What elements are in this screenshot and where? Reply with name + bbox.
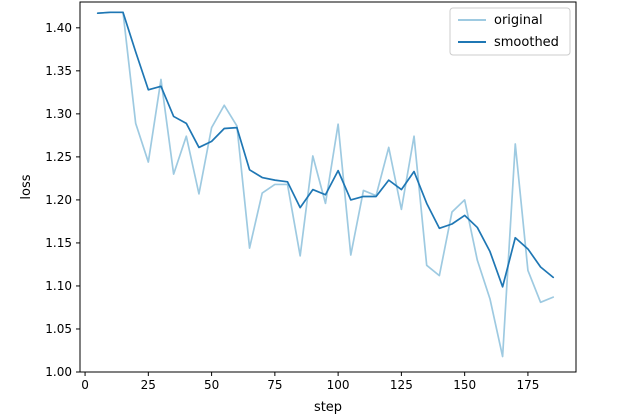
x-tick-label: 25 [141, 378, 156, 392]
x-axis-label: step [314, 400, 342, 415]
y-tick-label: 1.40 [45, 21, 72, 35]
x-tick-label: 0 [81, 378, 89, 392]
y-tick-label: 1.25 [45, 150, 72, 164]
y-tick-label: 1.00 [45, 365, 72, 379]
y-axis: 1.00 1.05 1.10 1.15 1.20 1.25 1.30 1.35 1.40 [45, 21, 80, 379]
legend-label-smoothed: smoothed [494, 35, 559, 50]
x-tick-label: 125 [390, 378, 413, 392]
y-tick-label: 1.20 [45, 193, 72, 207]
x-tick-label: 75 [267, 378, 282, 392]
series-layer [96, 11, 555, 358]
y-tick-label: 1.15 [45, 236, 72, 250]
series-line-smoothed [96, 11, 555, 288]
y-tick-label: 1.35 [45, 64, 72, 78]
y-tick-label: 1.10 [45, 279, 72, 293]
x-tick-label: 150 [453, 378, 476, 392]
y-tick-label: 1.30 [45, 107, 72, 121]
y-axis-label: loss [19, 174, 34, 199]
legend-label-original: original [494, 13, 543, 28]
series-line-original [96, 11, 555, 358]
y-tick-label: 1.05 [45, 322, 72, 336]
x-tick-label: 175 [516, 378, 539, 392]
x-tick-label: 100 [327, 378, 350, 392]
legend: original smoothed [449, 7, 571, 56]
x-tick-label: 50 [204, 378, 219, 392]
x-axis: 0 25 50 75 100 125 150 175 [81, 372, 539, 392]
